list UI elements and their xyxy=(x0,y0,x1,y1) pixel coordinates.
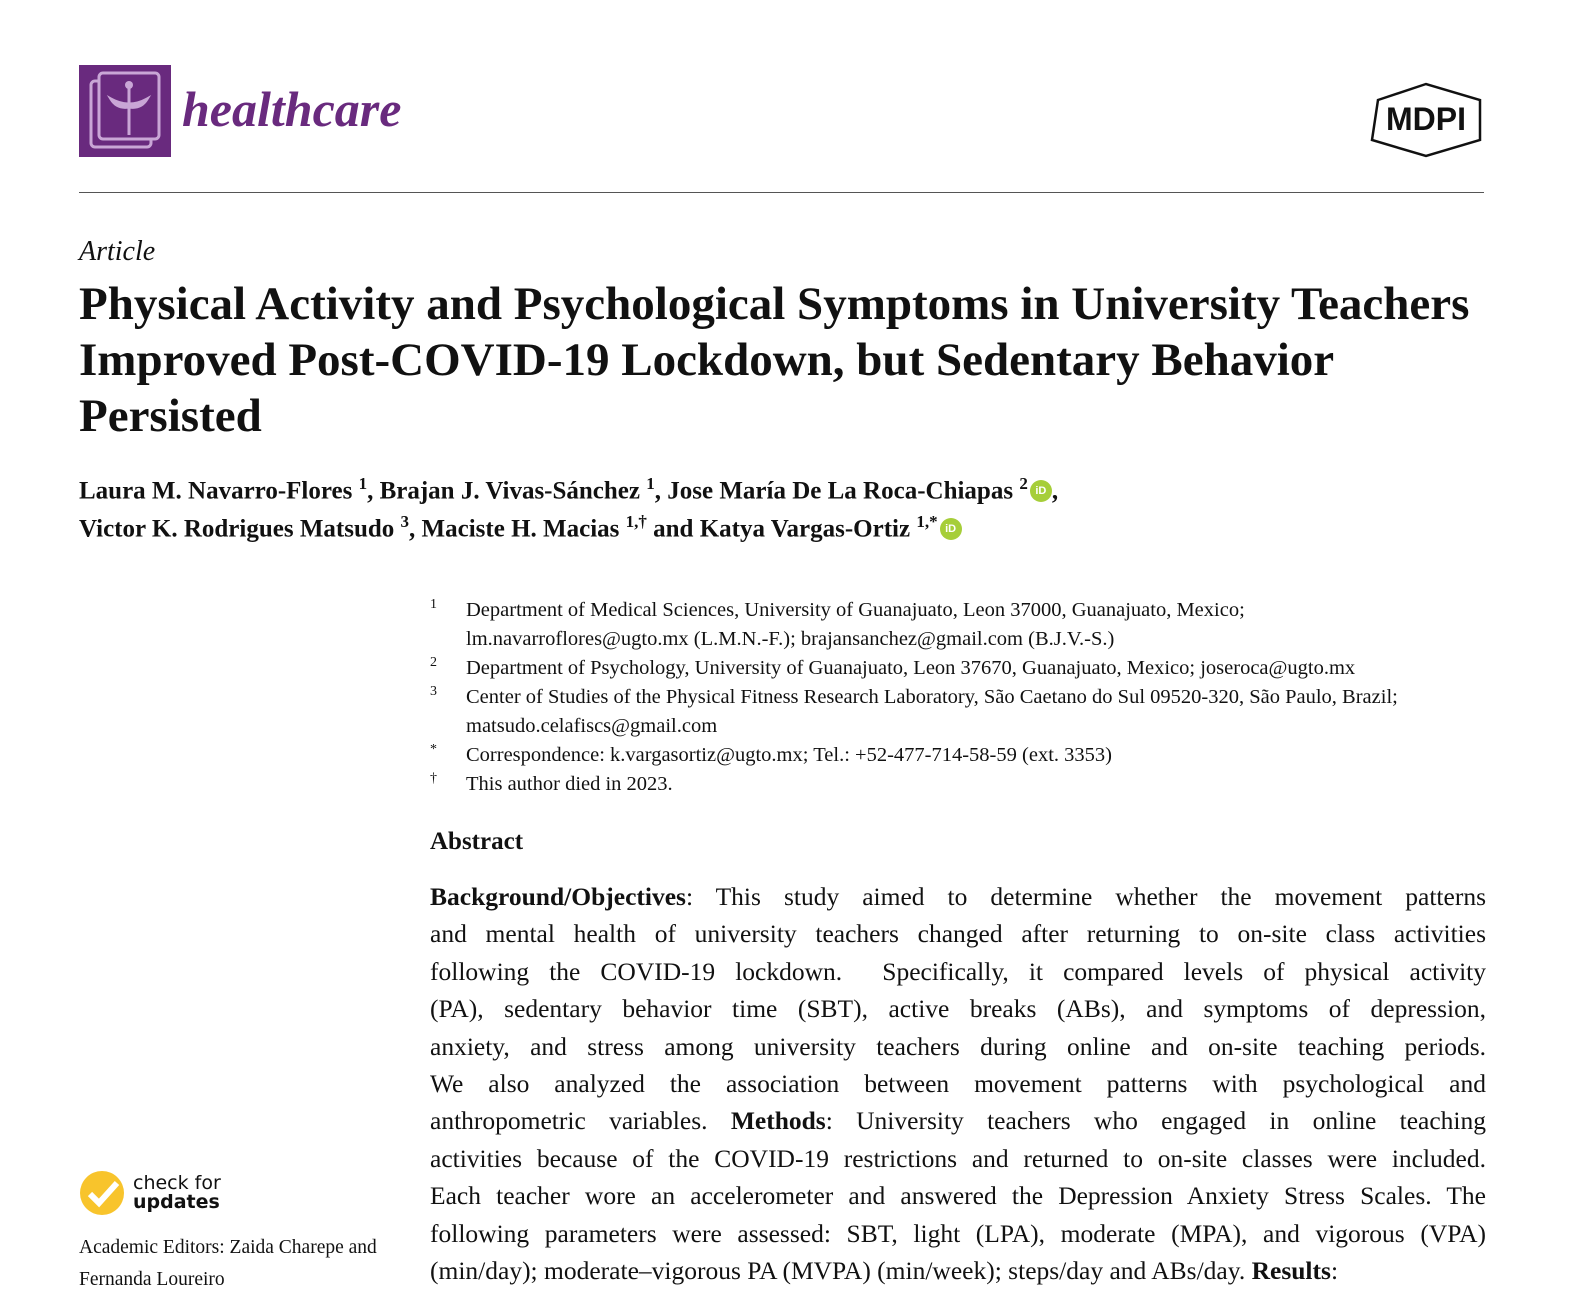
affiliation-mark: * xyxy=(430,742,437,757)
author-name[interactable]: Laura M. Navarro-Flores xyxy=(79,477,353,505)
check-updates-line1: check for xyxy=(133,1172,221,1194)
author-affiliation-mark: 1,† xyxy=(625,512,647,531)
affiliation-text: lm.navarroflores@ugto.mx (L.M.N.-F.); br… xyxy=(466,628,1115,650)
abstract-line: We also analyzed the association between… xyxy=(430,1065,1486,1102)
author-affiliation-mark: 2 xyxy=(1019,474,1028,493)
author-name[interactable]: Victor K. Rodrigues Matsudo xyxy=(79,515,395,543)
affiliation-text: Department of Medical Sciences, Universi… xyxy=(466,599,1245,621)
check-updates-line2: updates xyxy=(133,1191,220,1213)
affiliation-text: Department of Psychology, University of … xyxy=(466,657,1356,679)
abstract-text: We also analyzed the association between… xyxy=(430,1068,1486,1098)
author-affiliation-mark: 3 xyxy=(400,512,410,531)
abstract-text: and mental health of university teachers… xyxy=(430,919,1486,949)
author-affiliation-mark: 1,* xyxy=(916,512,938,531)
abstract-line: and mental health of university teachers… xyxy=(430,915,1486,952)
affiliation-mark: 1 xyxy=(430,597,437,612)
abstract-line: following parameters were assessed: SBT,… xyxy=(430,1215,1486,1252)
abstract-line: (min/day); moderate–vigorous PA (MVPA) (… xyxy=(430,1252,1486,1289)
abstract-line: anthropometric variables. Methods: Unive… xyxy=(430,1102,1486,1139)
abstract-text: (min/day); moderate–vigorous PA (MVPA) (… xyxy=(430,1255,1252,1285)
check-icon xyxy=(80,1171,124,1215)
orcid-icon[interactable]: iD xyxy=(939,518,962,541)
article-type: Article xyxy=(79,236,156,267)
abstract-text: Each teacher wore an accelerometer and a… xyxy=(430,1181,1486,1211)
svg-text:MDPI: MDPI xyxy=(1386,101,1466,137)
journal-name: healthcare xyxy=(182,81,402,137)
abstract-text: anthropometric variables. xyxy=(430,1106,731,1136)
abstract-line: Each teacher wore an accelerometer and a… xyxy=(430,1177,1486,1214)
abstract-section-label: Background/Objectives xyxy=(430,882,686,911)
abstract-body: Background/Objectives: This study aimed … xyxy=(430,878,1486,1289)
author-name[interactable]: Jose María De La Roca-Chiapas xyxy=(667,477,1014,505)
abstract-line: Background/Objectives: This study aimed … xyxy=(430,878,1486,915)
mdpi-logo: MDPI xyxy=(1368,82,1486,163)
author-name[interactable]: Maciste H. Macias xyxy=(421,515,620,543)
abstract-line: following the COVID-19 lockdown. Specifi… xyxy=(430,953,1486,990)
author-line-2: Victor K. Rodrigues Matsudo 3, Maciste H… xyxy=(79,512,962,543)
abstract-text: : This study aimed to determine whether … xyxy=(685,882,1486,911)
abstract-text: : xyxy=(1330,1255,1339,1285)
author-name[interactable]: Katya Vargas-Ortiz xyxy=(699,515,911,543)
abstract-text: anxiety, and stress among university tea… xyxy=(430,1031,1486,1061)
abstract-text: following the COVID-19 lockdown. Specifi… xyxy=(430,956,1486,986)
article-title: Physical Activity and Psychological Symp… xyxy=(79,278,1470,442)
abstract-text: activities because of the COVID-19 restr… xyxy=(430,1143,1486,1173)
abstract-line: anxiety, and stress among university tea… xyxy=(430,1028,1486,1065)
author-line-1: Laura M. Navarro-Flores 1, Brajan J. Viv… xyxy=(79,474,1059,505)
affiliation-mark: † xyxy=(430,771,437,786)
affiliation-text: Center of Studies of the Physical Fitnes… xyxy=(466,686,1398,708)
author-affiliation-mark: 1 xyxy=(646,474,655,493)
abstract-text: (PA), sedentary behavior time (SBT), act… xyxy=(430,994,1486,1024)
academic-editors: Academic Editors: Zaida Charepe and Fern… xyxy=(79,1237,377,1290)
abstract-text: following parameters were assessed: SBT,… xyxy=(430,1218,1486,1248)
abstract-heading: Abstract xyxy=(430,828,524,855)
author-affiliation-mark: 1 xyxy=(358,474,368,493)
abstract-section-label: Results xyxy=(1251,1255,1331,1285)
affiliation-text: Correspondence: k.vargasortiz@ugto.mx; T… xyxy=(466,744,1112,766)
affiliation-mark: 2 xyxy=(430,655,437,670)
author-name[interactable]: Brajan J. Vivas-Sánchez xyxy=(379,477,641,505)
affiliation-text: matsudo.celafiscs@gmail.com xyxy=(466,715,718,737)
abstract-text: : University teachers who engaged in onl… xyxy=(825,1106,1486,1136)
abstract-line: activities because of the COVID-19 restr… xyxy=(430,1140,1486,1177)
author-conjunction: and xyxy=(653,515,694,543)
journal-logo xyxy=(79,65,171,157)
header-divider xyxy=(79,192,1484,193)
affiliation-mark: 3 xyxy=(430,684,437,699)
abstract-line: (PA), sedentary behavior time (SBT), act… xyxy=(430,990,1486,1027)
affiliation-text: This author died in 2023. xyxy=(466,773,673,795)
abstract-section-label: Methods xyxy=(730,1106,826,1136)
orcid-icon[interactable]: iD xyxy=(1029,480,1052,503)
check-for-updates-button[interactable]: check for updates xyxy=(79,1170,221,1216)
